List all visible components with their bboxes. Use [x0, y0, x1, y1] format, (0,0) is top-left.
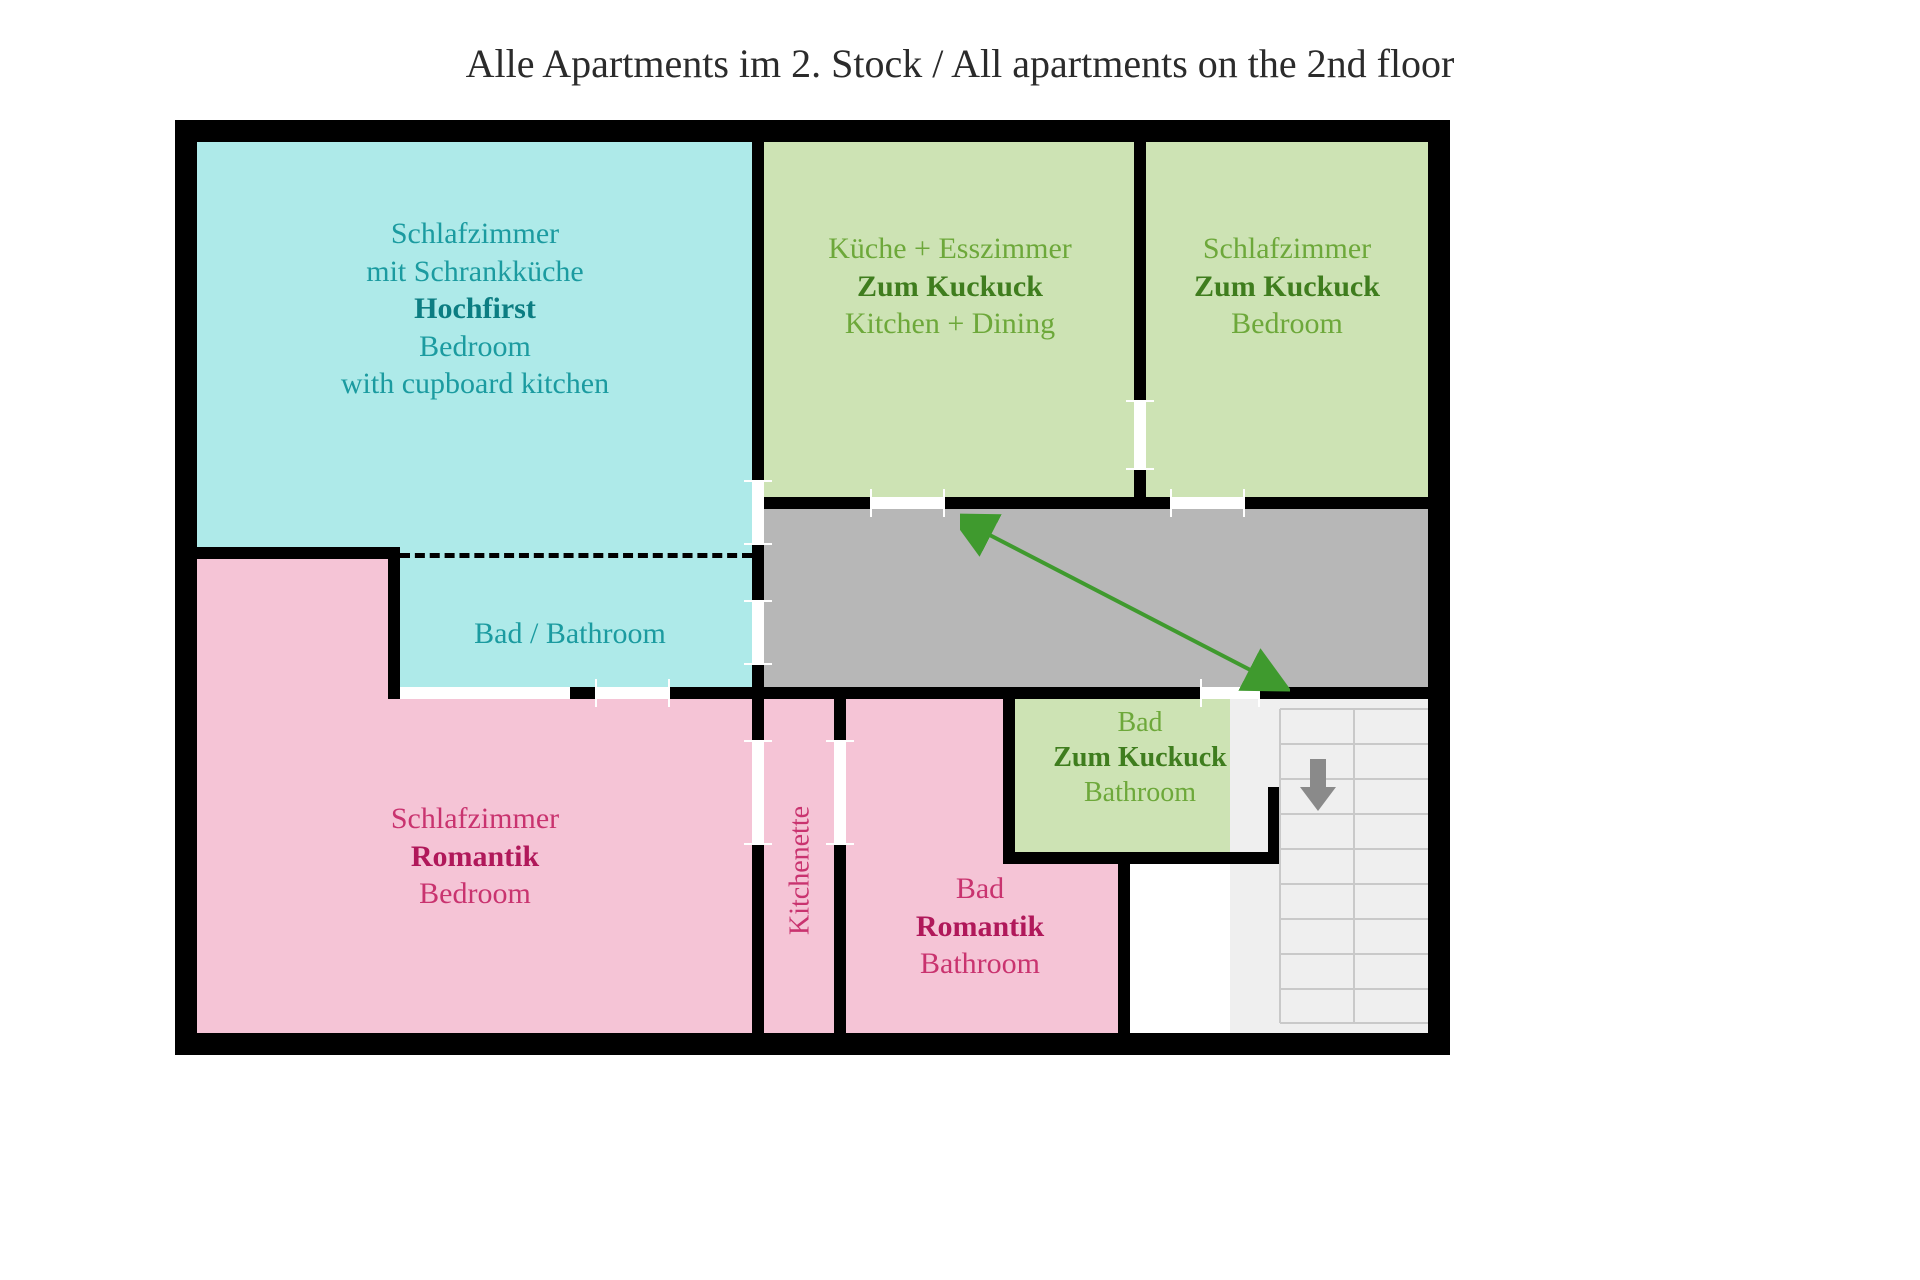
door-hochfirst-hall [752, 480, 764, 545]
wall-h1 [752, 497, 1428, 509]
label-kuckuck-bedroom: Schlafzimmer Zum Kuckuck Bedroom [1146, 230, 1428, 343]
door-hochfirst-bath [752, 600, 764, 665]
green-arrow [960, 510, 1290, 700]
label-hochfirst-bath: Bad / Bathroom [400, 615, 740, 653]
door-kuckuck-internal [1134, 400, 1146, 470]
wall-v3 [388, 547, 400, 699]
wall-v7 [1118, 852, 1130, 1033]
door-kitchenette-left [752, 740, 764, 845]
floorplan-canvas: Alle Apartments im 2. Stock / All apartm… [0, 0, 1920, 1280]
dashed-partition [400, 553, 752, 558]
door-kuckuck-bedroom [1170, 497, 1245, 509]
page-title: Alle Apartments im 2. Stock / All apartm… [0, 40, 1920, 87]
label-romantik-bath: Bad Romantik Bathroom [850, 870, 1110, 983]
label-kitchenette: Kitchenette [780, 720, 820, 1020]
door-romantik-bedroom [595, 687, 670, 699]
label-kuckuck-kitchen: Küche + Esszimmer Zum Kuckuck Kitchen + … [770, 230, 1130, 343]
wall-v5 [834, 687, 846, 1033]
label-hochfirst-bedroom: Schlafzimmer mit Schrankküche Hochfirst … [240, 215, 710, 403]
wall-h3 [197, 547, 400, 559]
wall-v4 [752, 687, 764, 1033]
door-kuckuck-kitchen [870, 497, 945, 509]
label-kuckuck-bath: Bad Zum Kuckuck Bathroom [1010, 705, 1270, 810]
wall-h4 [1003, 852, 1130, 864]
door-kitchenette-right [834, 740, 846, 845]
label-romantik-bedroom: Schlafzimmer Romantik Bedroom [230, 800, 720, 913]
